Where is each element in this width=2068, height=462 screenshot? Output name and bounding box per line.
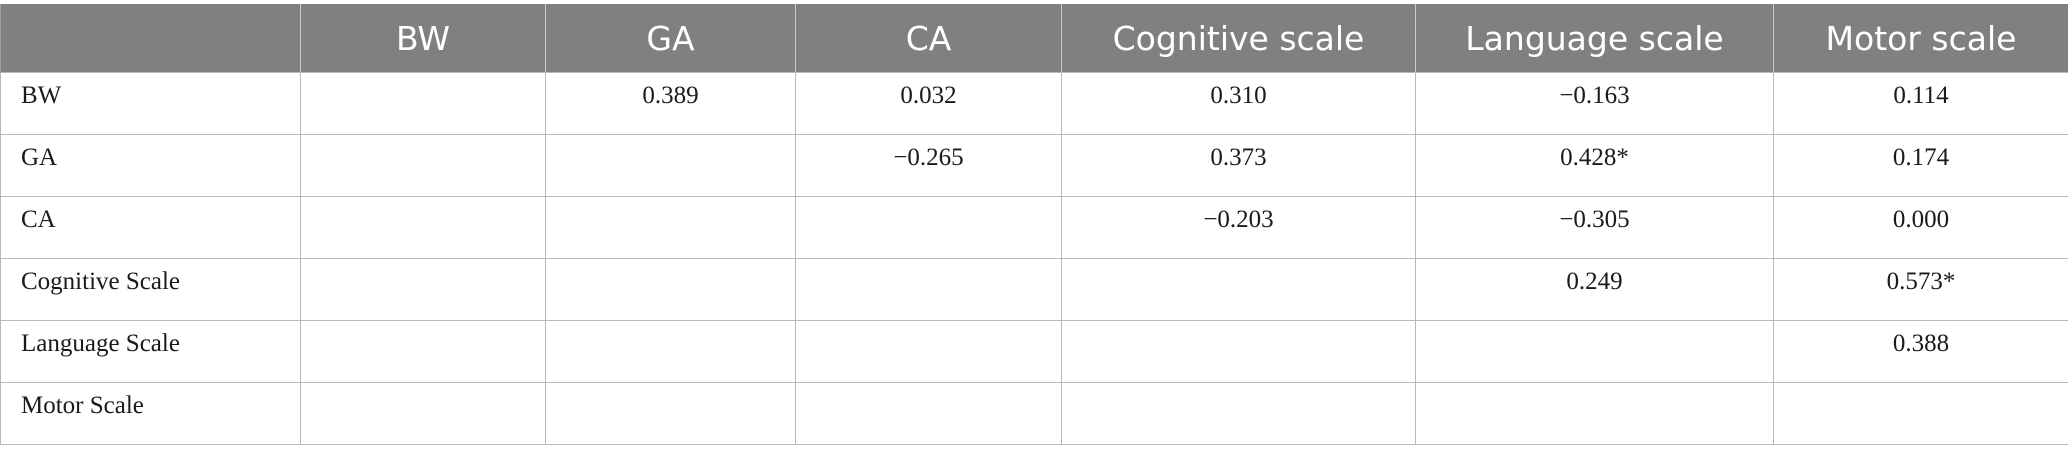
- table-cell: 0.388: [1773, 320, 2068, 383]
- table-cell: 0.174: [1773, 134, 2068, 197]
- table-cell: −0.305: [1415, 196, 1774, 259]
- table-cell: [545, 134, 796, 197]
- table-cell: [300, 320, 546, 383]
- table-row: CA −0.203 −0.305 0.000: [0, 196, 2068, 259]
- table-cell: 0.032: [795, 72, 1062, 135]
- table-cell: [1415, 382, 1774, 445]
- table-cell: [300, 134, 546, 197]
- row-label: Language Scale: [0, 320, 301, 383]
- table-cell: 0.428*: [1415, 134, 1774, 197]
- table-cell: 0.389: [545, 72, 796, 135]
- table-cell: [795, 258, 1062, 321]
- table-cell: [300, 196, 546, 259]
- header-cognitive-scale: Cognitive scale: [1061, 4, 1416, 73]
- table-cell: [545, 196, 796, 259]
- table-cell: 0.310: [1061, 72, 1416, 135]
- table-cell: [300, 382, 546, 445]
- table-row: BW 0.389 0.032 0.310 −0.163 0.114: [0, 72, 2068, 135]
- table-row: Cognitive Scale 0.249 0.573*: [0, 258, 2068, 321]
- header-row: BW GA CA Cognitive scale Language scale …: [0, 4, 2068, 73]
- table-cell: [300, 258, 546, 321]
- table-cell: 0.114: [1773, 72, 2068, 135]
- row-label: Cognitive Scale: [0, 258, 301, 321]
- table-cell: [795, 320, 1062, 383]
- row-label: Motor Scale: [0, 382, 301, 445]
- table-cell: 0.373: [1061, 134, 1416, 197]
- header-language-scale: Language scale: [1415, 4, 1774, 73]
- table-cell: [1061, 382, 1416, 445]
- row-label: CA: [0, 196, 301, 259]
- row-label: BW: [0, 72, 301, 135]
- table-cell: [1773, 382, 2068, 445]
- header-bw: BW: [300, 4, 546, 73]
- row-label: GA: [0, 134, 301, 197]
- correlation-table: BW GA CA Cognitive scale Language scale …: [0, 4, 2068, 445]
- table-body: BW 0.389 0.032 0.310 −0.163 0.114 GA −0.…: [0, 72, 2068, 445]
- header-ca: CA: [795, 4, 1062, 73]
- header-ga: GA: [545, 4, 796, 73]
- table-cell: [545, 320, 796, 383]
- table-row: Language Scale 0.388: [0, 320, 2068, 383]
- table-header: BW GA CA Cognitive scale Language scale …: [0, 4, 2068, 73]
- table-cell: 0.249: [1415, 258, 1774, 321]
- table-row: Motor Scale: [0, 382, 2068, 445]
- header-corner-cell: [0, 4, 301, 73]
- header-motor-scale: Motor scale: [1773, 4, 2068, 73]
- table-cell: [795, 382, 1062, 445]
- table-cell: −0.163: [1415, 72, 1774, 135]
- table-cell: [795, 196, 1062, 259]
- table-cell: [545, 258, 796, 321]
- table-cell: [545, 382, 796, 445]
- table-cell: [1061, 258, 1416, 321]
- table-cell: 0.000: [1773, 196, 2068, 259]
- table-cell: [1061, 320, 1416, 383]
- table-cell: −0.203: [1061, 196, 1416, 259]
- table-cell: 0.573*: [1773, 258, 2068, 321]
- table-cell: −0.265: [795, 134, 1062, 197]
- table-row: GA −0.265 0.373 0.428* 0.174: [0, 134, 2068, 197]
- table-cell: [300, 72, 546, 135]
- table-cell: [1415, 320, 1774, 383]
